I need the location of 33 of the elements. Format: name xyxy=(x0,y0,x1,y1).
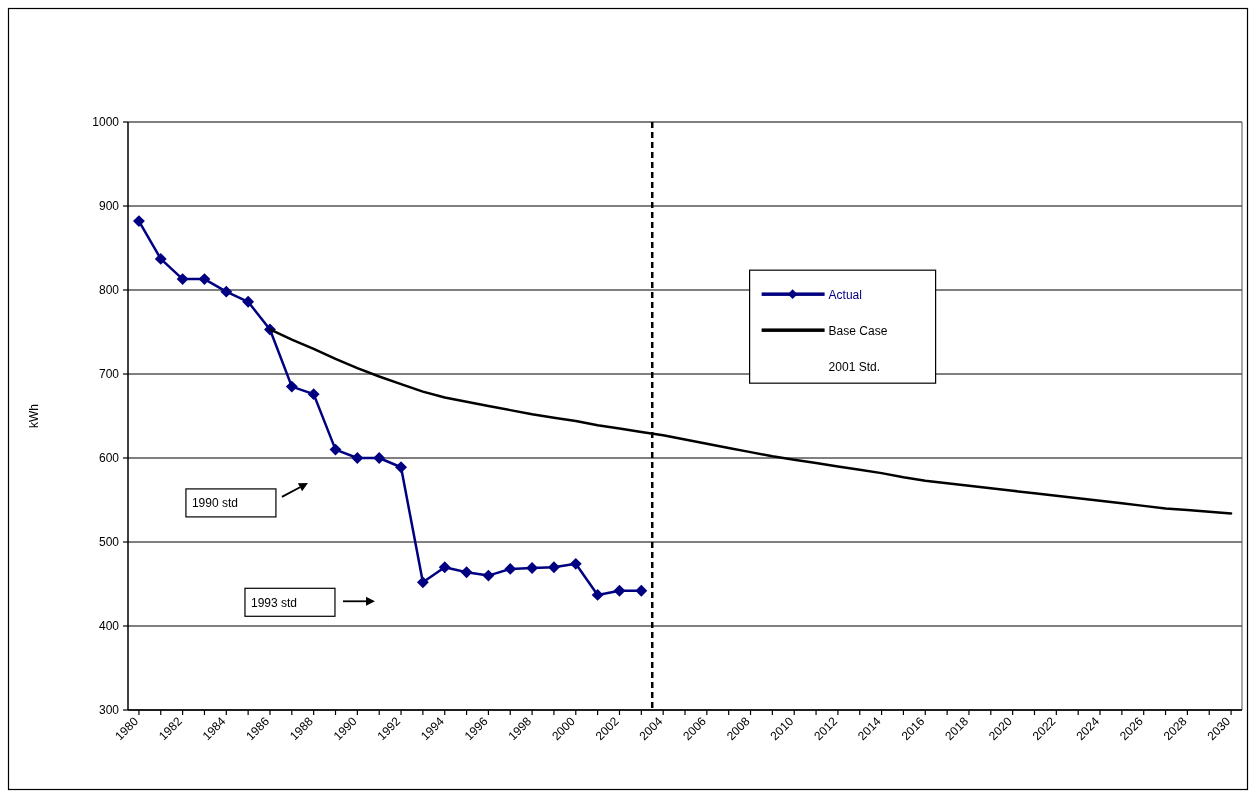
y-axis-title: kWh xyxy=(27,404,41,428)
point xyxy=(613,584,626,597)
point xyxy=(351,452,364,464)
y-tick-label: 1000 xyxy=(92,115,120,129)
point xyxy=(395,461,407,474)
y-tick-label: 500 xyxy=(98,535,120,549)
annotation: 1993 std xyxy=(250,595,298,610)
point xyxy=(373,452,386,464)
point xyxy=(198,273,211,286)
y-tick-label: 800 xyxy=(98,283,120,297)
point xyxy=(176,273,189,286)
point xyxy=(438,561,451,574)
point xyxy=(591,588,604,601)
legend: Actual Base Case 2001 Std. xyxy=(749,269,937,384)
point xyxy=(285,380,298,393)
point xyxy=(220,285,233,298)
annotation: 1990 std xyxy=(191,496,238,511)
point xyxy=(482,569,495,582)
point xyxy=(307,388,320,401)
point xyxy=(242,295,255,308)
y-tick-label: 400 xyxy=(98,619,120,633)
point xyxy=(569,557,582,570)
point xyxy=(154,252,167,265)
point xyxy=(635,584,648,597)
y-tick-label: 700 xyxy=(98,367,120,381)
point xyxy=(416,576,429,589)
y-tick-label: 600 xyxy=(98,451,120,465)
point xyxy=(460,566,473,579)
y-tick-label: 900 xyxy=(98,199,120,213)
point xyxy=(548,561,560,574)
point xyxy=(329,443,342,456)
point xyxy=(132,215,145,228)
y-tick-label: 300 xyxy=(98,703,120,717)
